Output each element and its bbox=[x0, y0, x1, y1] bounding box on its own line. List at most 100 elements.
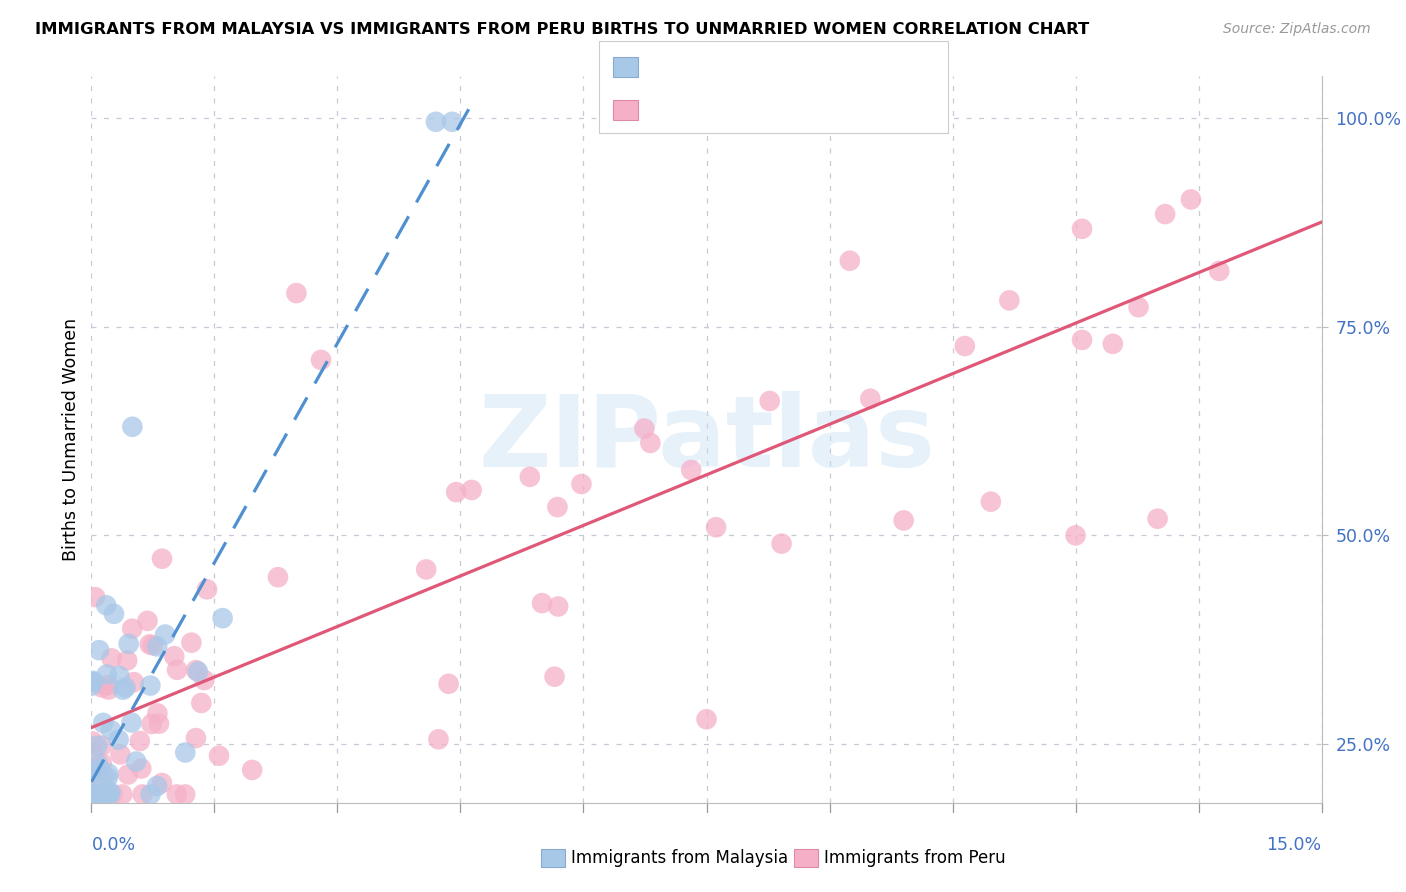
Point bbox=[83, 780, 105, 795]
Point bbox=[84, 590, 107, 604]
Point bbox=[146, 779, 169, 793]
Point bbox=[96, 599, 118, 613]
Point bbox=[1208, 264, 1230, 278]
Point bbox=[519, 470, 541, 484]
Point bbox=[94, 788, 117, 802]
Point bbox=[121, 419, 143, 434]
Text: 46: 46 bbox=[815, 58, 841, 76]
Point bbox=[120, 715, 142, 730]
Text: Immigrants from Peru: Immigrants from Peru bbox=[824, 849, 1005, 867]
Point bbox=[108, 669, 131, 683]
Point bbox=[695, 712, 717, 726]
Point bbox=[758, 394, 780, 409]
Text: 0.476: 0.476 bbox=[697, 101, 754, 119]
Text: Immigrants from Malaysia: Immigrants from Malaysia bbox=[571, 849, 787, 867]
Point bbox=[267, 570, 290, 584]
Text: N =: N = bbox=[770, 58, 810, 76]
Point bbox=[107, 732, 129, 747]
Point bbox=[128, 734, 150, 748]
Point bbox=[91, 780, 114, 795]
Point bbox=[187, 665, 209, 679]
Point bbox=[90, 788, 112, 802]
Point bbox=[437, 677, 460, 691]
Point bbox=[97, 682, 120, 697]
Point bbox=[148, 716, 170, 731]
Point bbox=[103, 607, 125, 621]
Point bbox=[980, 494, 1002, 508]
Point bbox=[1128, 300, 1150, 314]
Point bbox=[89, 763, 111, 777]
Point bbox=[208, 748, 231, 763]
Text: 84: 84 bbox=[815, 101, 841, 119]
Point bbox=[571, 477, 593, 491]
Point bbox=[415, 562, 437, 576]
Point bbox=[998, 293, 1021, 308]
Point bbox=[1101, 336, 1123, 351]
Point bbox=[93, 768, 115, 782]
Point bbox=[80, 788, 103, 802]
Point bbox=[640, 436, 662, 450]
Point bbox=[129, 762, 152, 776]
Point bbox=[89, 788, 111, 802]
Point bbox=[98, 788, 121, 802]
Point bbox=[84, 788, 107, 802]
Point bbox=[425, 115, 447, 129]
Text: Source: ZipAtlas.com: Source: ZipAtlas.com bbox=[1223, 22, 1371, 37]
Point bbox=[309, 353, 332, 368]
Point bbox=[444, 485, 467, 500]
Point bbox=[89, 788, 111, 802]
Point bbox=[90, 756, 112, 771]
Point bbox=[184, 663, 207, 677]
Point bbox=[97, 788, 120, 802]
Point bbox=[96, 667, 118, 681]
Text: 0.527: 0.527 bbox=[697, 58, 754, 76]
Point bbox=[100, 651, 122, 665]
Point bbox=[82, 673, 104, 688]
Point bbox=[166, 663, 188, 677]
Point bbox=[82, 675, 104, 690]
Point bbox=[184, 731, 207, 745]
Point bbox=[139, 788, 162, 802]
Point bbox=[111, 682, 134, 697]
Point bbox=[89, 787, 111, 801]
Point bbox=[115, 653, 138, 667]
Point bbox=[240, 763, 263, 777]
Point bbox=[174, 746, 197, 760]
Point bbox=[953, 339, 976, 353]
Point bbox=[174, 788, 197, 802]
Point bbox=[80, 788, 103, 802]
Point bbox=[91, 715, 114, 730]
Text: 0.0%: 0.0% bbox=[91, 836, 135, 854]
Point bbox=[704, 520, 727, 534]
Point bbox=[193, 673, 215, 687]
Text: N =: N = bbox=[770, 101, 810, 119]
Point bbox=[80, 767, 103, 781]
Point bbox=[117, 767, 139, 781]
Point bbox=[285, 286, 308, 301]
Point bbox=[859, 392, 882, 406]
Text: R =: R = bbox=[650, 58, 689, 76]
Text: IMMIGRANTS FROM MALAYSIA VS IMMIGRANTS FROM PERU BIRTHS TO UNMARRIED WOMEN CORRE: IMMIGRANTS FROM MALAYSIA VS IMMIGRANTS F… bbox=[35, 22, 1090, 37]
Point bbox=[100, 785, 122, 799]
Point bbox=[893, 513, 915, 527]
Point bbox=[84, 762, 107, 776]
Point bbox=[82, 788, 104, 802]
Point bbox=[190, 696, 212, 710]
Point bbox=[547, 599, 569, 614]
Point bbox=[97, 678, 120, 692]
Point bbox=[1154, 207, 1177, 221]
Point bbox=[180, 635, 202, 649]
Text: R =: R = bbox=[650, 101, 689, 119]
Point bbox=[80, 679, 103, 693]
Point bbox=[142, 638, 165, 652]
Point bbox=[101, 788, 124, 802]
Point bbox=[80, 674, 103, 689]
Point bbox=[136, 614, 159, 628]
Point bbox=[100, 723, 122, 738]
Point bbox=[166, 788, 188, 802]
Point bbox=[84, 788, 107, 802]
Point bbox=[146, 706, 169, 721]
Point bbox=[543, 670, 565, 684]
Point bbox=[427, 732, 450, 747]
Point bbox=[82, 747, 104, 761]
